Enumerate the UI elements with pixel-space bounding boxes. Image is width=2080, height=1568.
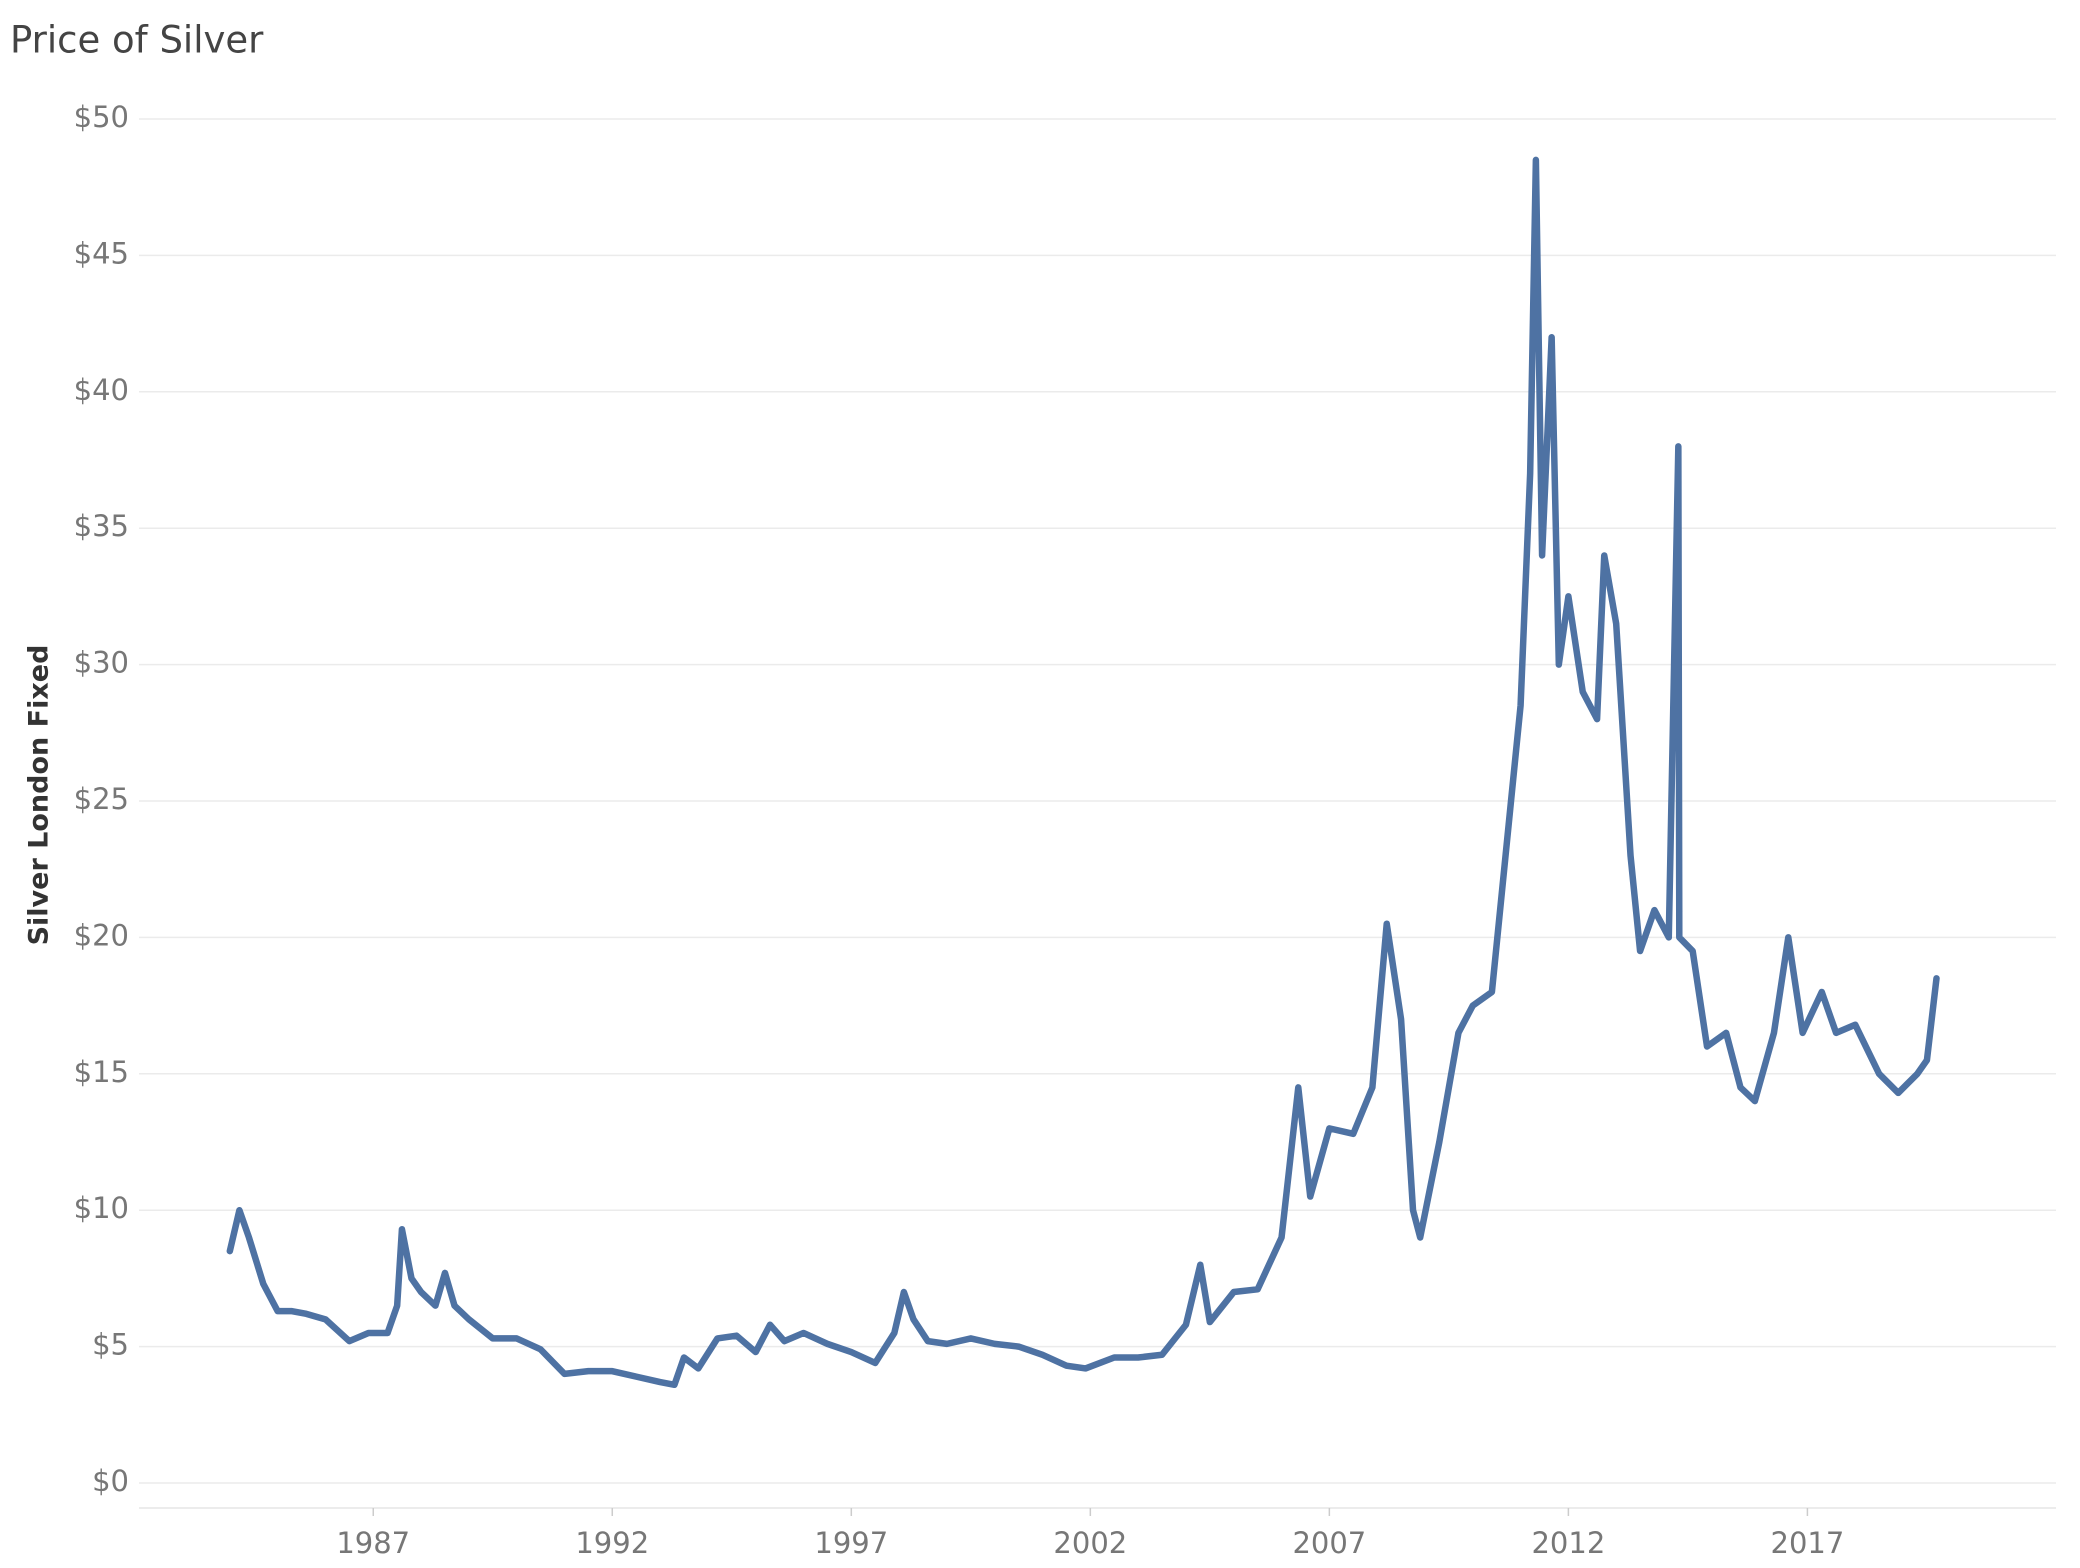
y-tick-label: $30 <box>74 646 129 680</box>
x-tick-label: 2017 <box>1771 1526 1845 1560</box>
price-line <box>226 156 1940 1389</box>
y-tick-label: $40 <box>74 373 129 407</box>
y-tick-label: $0 <box>92 1464 129 1498</box>
y-tick-label: $35 <box>74 509 129 543</box>
y-tick-label: $50 <box>74 100 129 134</box>
y-tick-label: $20 <box>74 918 129 952</box>
x-tick-label: 2012 <box>1531 1526 1605 1560</box>
x-tick-label: 1987 <box>336 1526 410 1560</box>
y-tick-label: $25 <box>74 782 129 816</box>
y-tick-label: $15 <box>74 1055 129 1089</box>
x-tick-label: 2002 <box>1053 1526 1127 1560</box>
y-axis-label: Silver London Fixed <box>24 645 55 946</box>
y-tick-label: $45 <box>74 236 129 270</box>
y-tick-label: $10 <box>74 1191 129 1225</box>
x-tick-label: 1992 <box>575 1526 649 1560</box>
x-tick-label: 2007 <box>1292 1526 1366 1560</box>
y-tick-label: $5 <box>92 1328 129 1362</box>
chart-title: Price of Silver <box>10 19 264 62</box>
x-tick-label: 1997 <box>814 1526 888 1560</box>
